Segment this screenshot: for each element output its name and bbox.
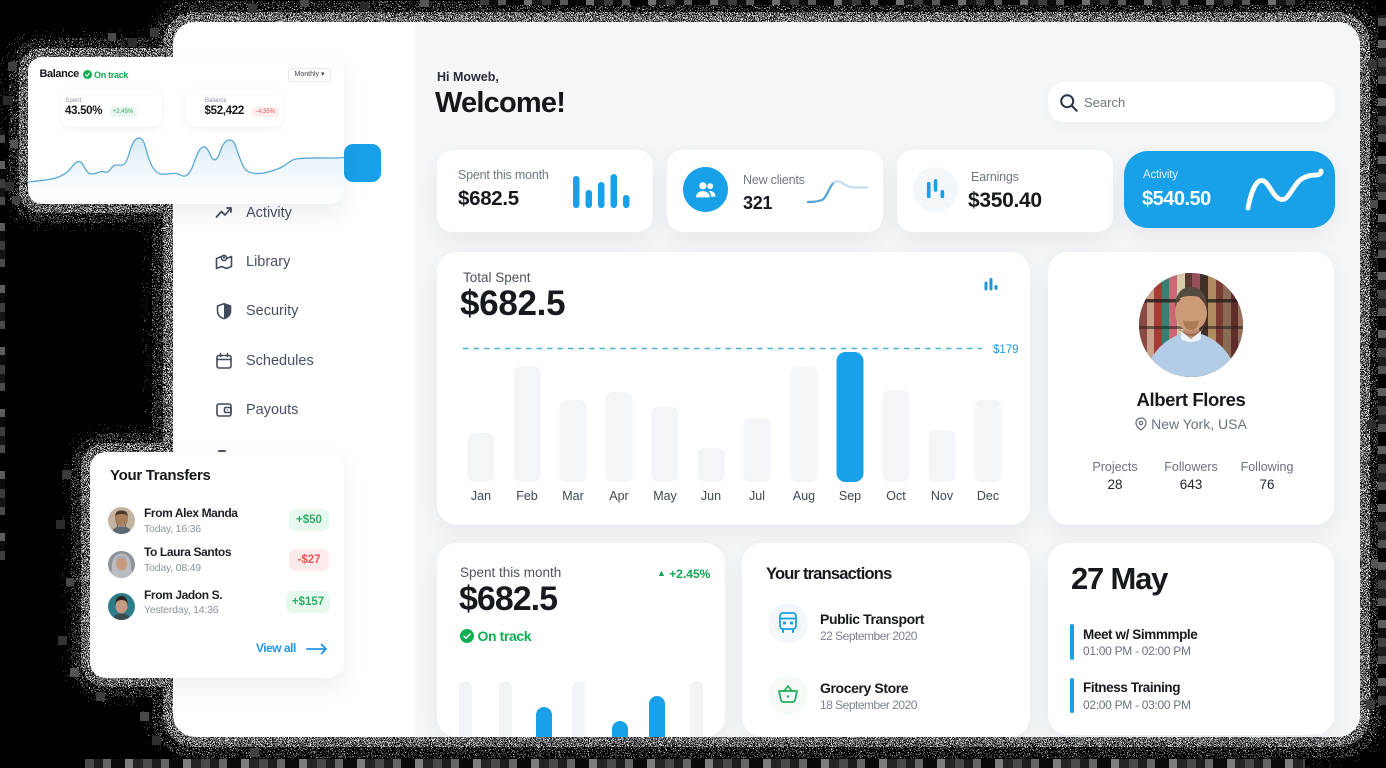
svg-text:$179: $179 bbox=[993, 344, 1019, 356]
svg-text:Aug: Aug bbox=[793, 489, 815, 503]
svg-text:Jan: Jan bbox=[471, 489, 491, 503]
svg-text:Oct: Oct bbox=[886, 489, 906, 503]
svg-text:Dec: Dec bbox=[977, 489, 999, 503]
svg-text:Feb: Feb bbox=[516, 489, 538, 503]
svg-text:Nov: Nov bbox=[931, 489, 954, 503]
svg-text:Jul: Jul bbox=[749, 489, 765, 503]
svg-text:Jun: Jun bbox=[701, 489, 721, 503]
svg-text:Mar: Mar bbox=[562, 489, 584, 503]
svg-text:Sep: Sep bbox=[839, 489, 861, 503]
svg-text:Apr: Apr bbox=[609, 489, 628, 503]
svg-text:May: May bbox=[653, 489, 677, 503]
